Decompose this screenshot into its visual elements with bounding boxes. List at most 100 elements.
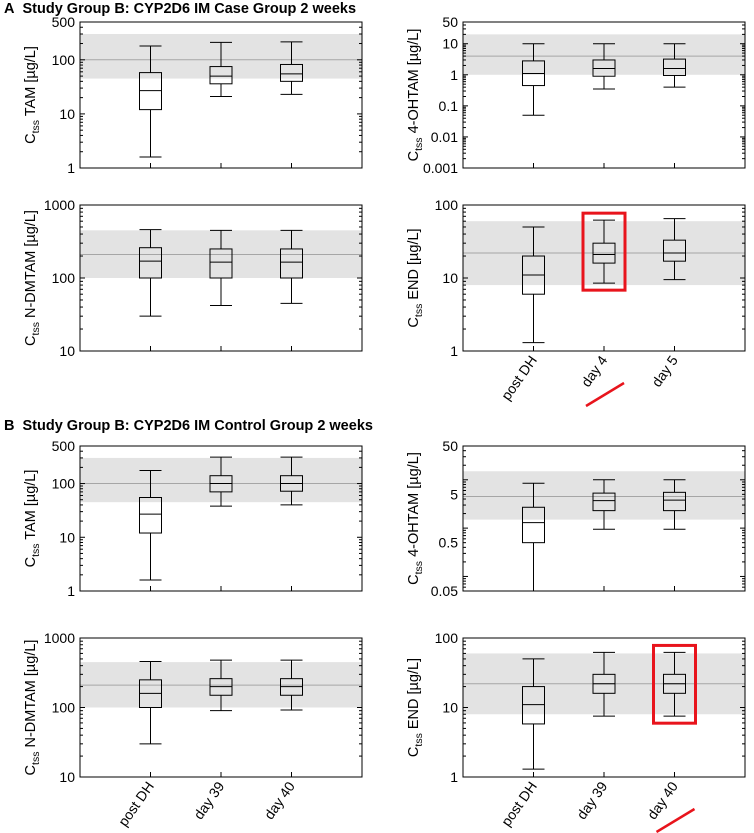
box-iqr <box>209 66 233 85</box>
y-tick-label: 10 <box>442 700 458 716</box>
y-tick-label: 1 <box>450 67 458 83</box>
y-tick-label: 50 <box>442 438 458 454</box>
box-1 <box>522 658 545 770</box>
y-axis-label: Ctss N-DMTAM [µg/L] <box>23 640 42 776</box>
box-iqr <box>592 492 616 512</box>
y-tick-label: 0.5 <box>439 535 459 551</box>
section-b-letter: B <box>4 418 15 434</box>
box-2 <box>209 659 233 712</box>
y-tick-label: 100 <box>52 700 76 716</box>
y-tick-label: 0.1 <box>439 98 459 114</box>
box-1 <box>139 229 162 317</box>
box-iqr <box>139 247 162 279</box>
y-tick-label: 50 <box>442 14 458 30</box>
y-tick-label: 1000 <box>44 197 75 213</box>
box-2 <box>209 41 233 97</box>
x-tick-label: day 5 <box>648 352 681 389</box>
box-2 <box>592 651 616 717</box>
highlight-underline <box>585 381 625 408</box>
box-iqr <box>522 686 545 725</box>
y-axis-label: Ctss TAM [µg/L] <box>23 46 42 144</box>
box-3 <box>663 43 686 88</box>
box-2 <box>209 456 233 507</box>
y-tick-label: 100 <box>52 52 76 68</box>
x-tick-label: day 4 <box>578 352 611 389</box>
box-iqr <box>663 491 686 512</box>
y-axis-label: Ctss END [µg/L] <box>406 658 425 757</box>
highlight-underline <box>655 807 696 833</box>
x-tick-label: day 40 <box>644 778 681 822</box>
y-tick-label: 1 <box>450 769 458 785</box>
y-tick-label: 500 <box>52 14 76 30</box>
x-tick-label: post DH <box>498 353 540 404</box>
panel-7: 10 100 1000 post DH day 39 day 40 Ctss N-DMTAM… <box>23 630 363 830</box>
y-tick-label: 100 <box>52 270 76 286</box>
section-a-title: A Study Group B: CYP2D6 IM Case Group 2 w… <box>4 1 356 17</box>
panel-8: 1 10 100 post DH day 39 day 40 Ctss END [µg/L] <box>406 630 746 833</box>
box-2 <box>592 43 616 90</box>
x-tick-label: day 40 <box>261 778 298 822</box>
box-2 <box>209 229 233 307</box>
highlight-box <box>652 643 697 725</box>
section-a-heading: Study Group B: CYP2D6 IM Case Group 2 we… <box>22 1 357 17</box>
highlight-box <box>581 211 627 292</box>
section-a-letter: A <box>4 1 15 17</box>
box-iqr <box>592 242 616 264</box>
y-tick-label: 1 <box>450 343 458 359</box>
y-tick-label: 0.01 <box>431 129 458 145</box>
panel-4: 1 10 100 post DH day 4 day 5 Ctss END [µg/L] <box>406 197 746 408</box>
x-tick-label: day 39 <box>190 778 227 822</box>
box-1 <box>139 469 162 581</box>
box-2 <box>592 479 616 530</box>
panel-2: 0.001 0.01 0.1 1 10 50 Ctss 4-OHTAM [µg/L] <box>406 14 746 176</box>
y-axis-label: Ctss 4-OHTAM [µg/L] <box>406 29 425 162</box>
box-1 <box>139 660 162 745</box>
y-tick-label: 1 <box>67 160 75 176</box>
box-iqr <box>522 506 545 544</box>
box-1 <box>522 226 545 344</box>
box-3 <box>280 229 303 304</box>
box-2 <box>592 219 616 284</box>
section-b-title: B Study Group B: CYP2D6 IM Control Group … <box>4 418 373 434</box>
box-iqr <box>663 58 686 76</box>
y-axis-label: Ctss N-DMTAM [µg/L] <box>23 210 42 346</box>
box-3 <box>280 456 303 506</box>
box-iqr <box>139 72 162 111</box>
y-tick-label: 100 <box>435 197 459 213</box>
box-iqr <box>139 497 162 534</box>
y-tick-label: 10 <box>442 270 458 286</box>
y-tick-label: 10 <box>442 36 458 52</box>
panel-5: 1 10 100 500 Ctss TAM [µg/L] <box>23 438 363 599</box>
x-tick-label: post DH <box>115 779 157 830</box>
y-tick-label: 500 <box>52 438 76 454</box>
y-axis-label: Ctss END [µg/L] <box>406 228 425 327</box>
y-tick-label: 10 <box>59 769 75 785</box>
box-3 <box>663 651 686 717</box>
x-tick-label: day 39 <box>573 778 610 822</box>
x-tick-label: post DH <box>498 779 540 830</box>
y-axis-label: Ctss TAM [µg/L] <box>23 470 42 568</box>
y-tick-label: 0.05 <box>431 583 458 599</box>
y-tick-label: 100 <box>52 476 76 492</box>
box-iqr <box>663 239 686 262</box>
box-1 <box>139 45 162 158</box>
box-3 <box>280 41 303 95</box>
box-3 <box>280 659 303 711</box>
y-tick-label: 10 <box>59 529 75 545</box>
y-tick-label: 100 <box>435 630 459 646</box>
y-axis-label: Ctss 4-OHTAM [µg/L] <box>406 452 425 585</box>
panel-6: 0.05 0.5 5 50 Ctss 4-OHTAM [µg/L] <box>406 438 746 599</box>
y-tick-label: 1000 <box>44 630 75 646</box>
y-tick-label: 10 <box>59 343 75 359</box>
box-iqr <box>209 248 233 279</box>
box-iqr <box>280 248 303 279</box>
panel-1: 1 10 100 500 Ctss TAM [µg/L] <box>23 14 363 176</box>
y-tick-label: 0.001 <box>423 160 458 176</box>
box-3 <box>663 218 686 281</box>
section-b-heading: Study Group B: CYP2D6 IM Control Group 2… <box>22 418 373 434</box>
y-tick-label: 5 <box>450 486 458 502</box>
box-1 <box>522 43 545 116</box>
y-tick-label: 1 <box>67 583 75 599</box>
